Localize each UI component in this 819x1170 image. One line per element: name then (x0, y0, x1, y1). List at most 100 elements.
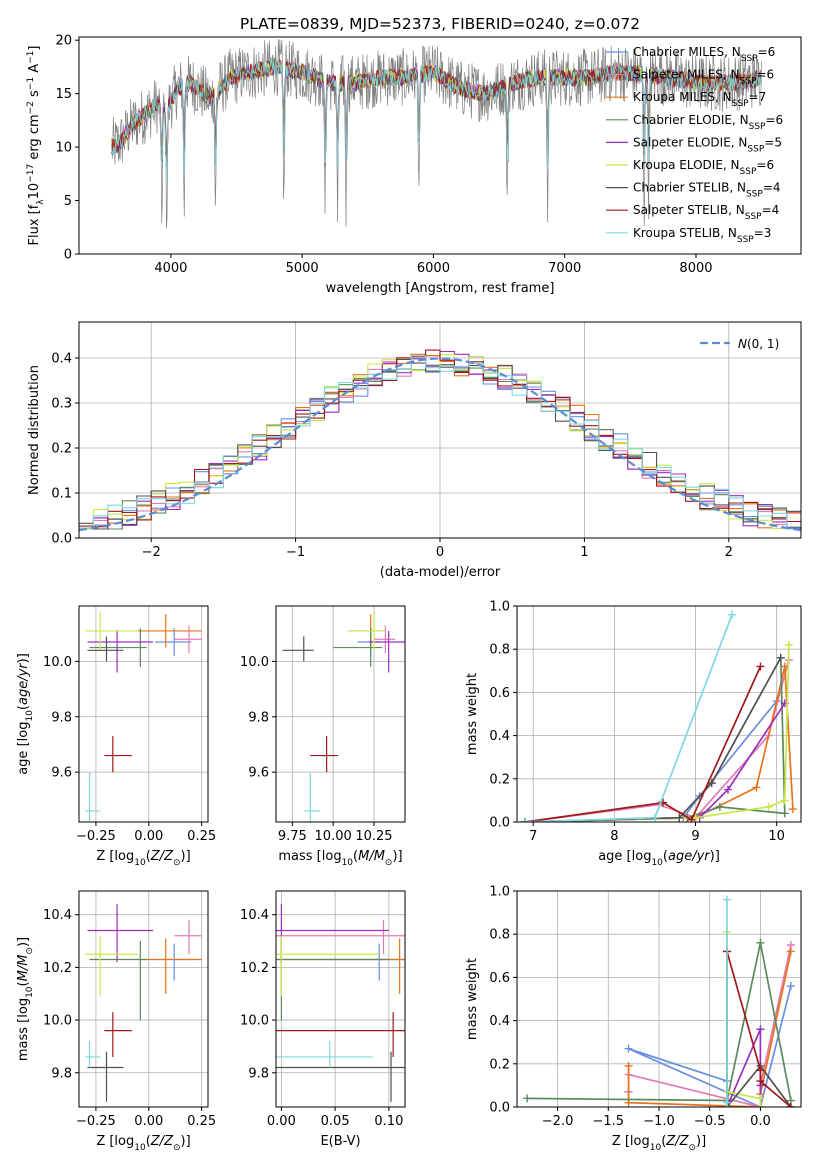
legend-entry: Kroupa ELODIE, NSSP=6 (633, 158, 774, 177)
x-axis-label: Z [log10(Z/Z⊙)] (96, 849, 190, 868)
x-tick-label: 4000 (154, 261, 187, 276)
ssp-weight-marker (784, 640, 793, 649)
ssp-weight-marker (624, 1044, 633, 1053)
y-tick-label: 10.2 (43, 961, 72, 976)
ssp-weight-marker (756, 662, 765, 671)
model-spectrum-line (111, 59, 762, 168)
ssp-weight-line (524, 666, 762, 822)
massweight-vs-age-panel: 7 8 9 10 0.0 0.2 0.4 0.6 0.8 1.0 age [log10(age/yr… (465, 600, 802, 868)
x-tick-label: −2 (142, 545, 161, 560)
y-tick-label: 0.4 (489, 1014, 510, 1029)
y-axis-label: mass weight (465, 673, 480, 755)
x-axis-label: Z [log10(Z/Z⊙)] (612, 1134, 706, 1153)
ssp-weight-marker (756, 938, 765, 947)
ssp-weight-marker (752, 783, 761, 792)
ssp-weight-line (524, 659, 790, 822)
ssp-weight-marker (723, 785, 732, 794)
x-tick-label: 9.75 (278, 829, 307, 844)
x-tick-label: 2 (725, 545, 733, 560)
x-tick-label: −0.25 (76, 1114, 116, 1129)
y-tick-label: 10.4 (43, 908, 72, 923)
legend-entry: Chabrier MILES, NSSP=6 (633, 45, 775, 64)
y-tick-label: 0.4 (51, 352, 72, 367)
y-tick-label: 9.8 (248, 1066, 269, 1081)
y-tick-label: 0 (64, 248, 72, 263)
x-axis-label: mass [log10(M/M⊙)] (278, 849, 402, 868)
ssp-weight-line (627, 951, 792, 1107)
legend-entry: Chabrier ELODIE, NSSP=6 (633, 113, 783, 132)
ssp-weight-marker (722, 895, 731, 904)
x-tick-label: −1.0 (643, 1114, 675, 1129)
ssp-weight-marker (675, 813, 684, 822)
ssp-weight-marker (687, 815, 696, 822)
model-spectrum-line (111, 59, 762, 183)
x-tick-label: −2.0 (542, 1114, 574, 1129)
y-tick-label: 10 (55, 141, 72, 156)
x-axis-label: age [log10(age/yr)] (598, 849, 720, 868)
x-tick-label: 0.25 (187, 829, 216, 844)
x-tick-label: 8000 (679, 261, 712, 276)
y-tick-label: 0.2 (489, 1057, 510, 1072)
y-tick-label: 9.6 (51, 766, 72, 781)
y-tick-label: 0.3 (51, 397, 72, 412)
x-tick-label: 0.00 (134, 1114, 163, 1129)
ssp-weight-line (628, 985, 792, 1107)
y-tick-label: 10.2 (240, 961, 269, 976)
ssp-weight-marker (624, 1061, 633, 1070)
ssp-weight-marker (722, 1098, 731, 1107)
x-tick-label: 0.10 (374, 1114, 403, 1129)
ssp-weight-marker (715, 802, 724, 811)
plot-area (523, 895, 795, 1107)
y-axis-label: mass weight (465, 958, 480, 1040)
y-tick-label: 0.1 (51, 487, 72, 502)
ssp-weight-line (726, 951, 792, 1107)
y-tick-label: 0.8 (489, 643, 510, 658)
x-tick-label: −1 (286, 545, 305, 560)
x-tick-label: −0.5 (694, 1114, 726, 1129)
mass-vs-ebv-panel: 0.00 0.05 0.10 9.8 10.0 10.2 10.4 E(B-V) (240, 890, 406, 1149)
x-axis-label: (data-model)/error (380, 565, 501, 580)
x-tick-label: 7 (529, 829, 537, 844)
legend-entry: Kroupa MILES, NSSP=7 (633, 90, 766, 109)
y-tick-label: 1.0 (489, 600, 510, 615)
ssp-weight-marker (776, 653, 785, 662)
ssp-weight-marker (756, 1066, 765, 1075)
y-tick-label: 9.8 (248, 710, 269, 725)
y-tick-label: 10.4 (240, 908, 269, 923)
y-tick-label: 0.6 (489, 971, 510, 986)
x-tick-label: 9 (691, 829, 699, 844)
y-tick-label: 10.0 (43, 655, 72, 670)
x-axis-label: wavelength [Angstrom, rest frame] (326, 281, 555, 296)
x-tick-label: 1 (580, 545, 588, 560)
y-tick-label: 0.2 (51, 442, 72, 457)
ssp-weight-marker (707, 779, 716, 788)
x-tick-label: 0.25 (187, 1114, 216, 1129)
x-tick-label: 0.05 (321, 1114, 350, 1129)
y-tick-label: 0.8 (489, 928, 510, 943)
y-tick-label: 0.4 (489, 729, 510, 744)
legend-entry: Chabrier STELIB, NSSP=4 (633, 181, 781, 200)
y-tick-label: 10.0 (240, 655, 269, 670)
age-vs-metallicity-panel: −0.25 0.00 0.25 9.6 9.8 10.0 Z [log10(Z/Z⊙)] ag… (16, 605, 216, 868)
axes-frame (78, 890, 209, 1108)
residual-histogram-step (79, 354, 801, 530)
axes-frame (275, 605, 406, 823)
y-tick-label: 9.6 (248, 766, 269, 781)
y-tick-label: 9.8 (51, 710, 72, 725)
y-tick-label: 0.2 (489, 772, 510, 787)
ssp-weight-marker (756, 1094, 765, 1103)
ssp-weight-marker (780, 809, 789, 818)
plot-area (111, 39, 762, 229)
y-tick-label: 15 (55, 87, 72, 102)
ssp-weight-line (525, 657, 782, 822)
x-axis-label: E(B-V) (320, 1134, 360, 1149)
legend-entry: N(0, 1) (738, 337, 779, 351)
age-vs-mass-panel: 9.75 10.00 10.25 9.6 9.8 10.0 mass [log10(M/M⊙… (240, 605, 406, 868)
legend-entry: Kroupa STELIB, NSSP=3 (633, 226, 771, 245)
y-tick-label: 0.6 (489, 686, 510, 701)
plot-area (282, 611, 405, 822)
ssp-weight-marker (523, 1094, 532, 1103)
y-tick-label: 9.8 (51, 1066, 72, 1081)
x-tick-label: 0.00 (134, 829, 163, 844)
